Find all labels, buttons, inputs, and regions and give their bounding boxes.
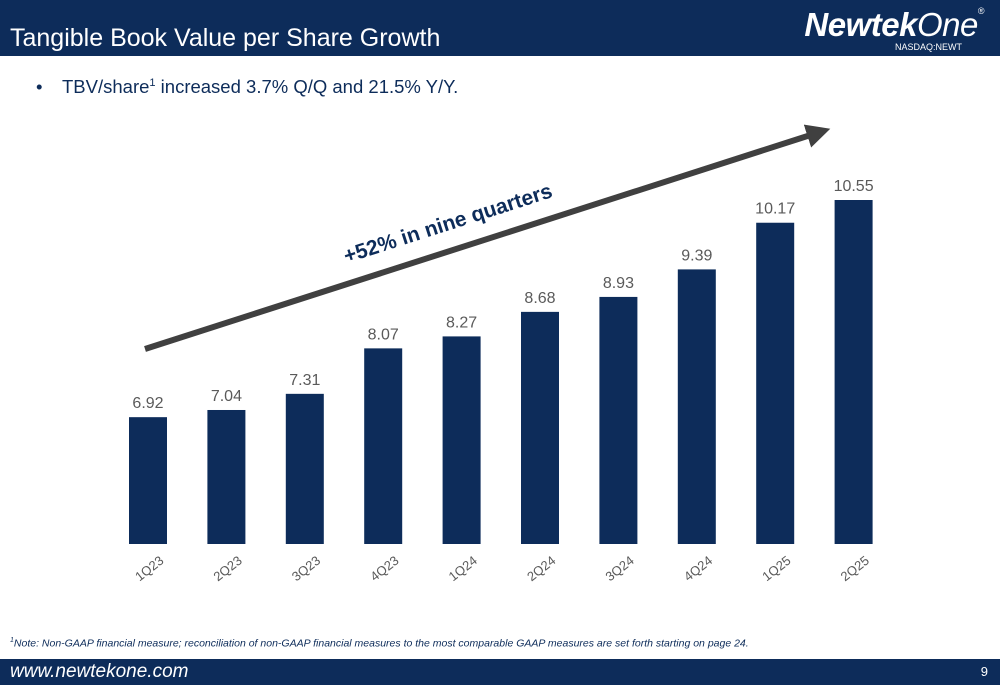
data-label-4Q23: 8.07 <box>368 326 399 343</box>
newtekone-logo: NewtekOne® NASDAQ:NEWT <box>784 6 984 52</box>
data-label-4Q24: 9.39 <box>681 247 712 264</box>
logo-wordmark: NewtekOne® <box>804 6 984 44</box>
x-tick-label-1Q25: 1Q25 <box>759 553 793 584</box>
data-label-2Q24: 8.68 <box>524 290 555 307</box>
data-label-1Q24: 8.27 <box>446 314 477 331</box>
data-label-3Q24: 8.93 <box>603 275 634 292</box>
bar-1Q23 <box>129 417 167 544</box>
bar-3Q24 <box>599 296 638 544</box>
x-tick-label-1Q23: 1Q23 <box>132 553 166 584</box>
x-tick-label-3Q23: 3Q23 <box>289 553 323 584</box>
footer-website-link[interactable]: www.newtekone.com <box>10 661 189 682</box>
x-tick-label-4Q24: 4Q24 <box>681 553 715 584</box>
x-tick-label-2Q25: 2Q25 <box>838 553 872 584</box>
data-label-2Q25: 10.55 <box>834 178 874 195</box>
data-label-2Q23: 7.04 <box>211 388 242 405</box>
footnote-text: Note: Non-GAAP financial measure; reconc… <box>13 637 749 650</box>
bar-2Q23 <box>207 409 246 544</box>
tbv-bar-chart: 6.92 1Q23 7.04 2Q23 7.31 3Q23 8.07 4Q23 8.27 1Q24… <box>129 124 874 584</box>
slide-title: Tangible Book Value per Share Growth <box>10 24 441 52</box>
footer-bar: www.newtekone.com 9 <box>0 659 1000 685</box>
data-label-3Q23: 7.31 <box>289 372 320 389</box>
header-bar: Tangible Book Value per Share Growth New… <box>0 0 1000 56</box>
trend-arrow <box>144 124 831 352</box>
logo-word-bold: Newtek <box>804 6 917 43</box>
bullet-marker: • <box>36 76 43 97</box>
logo-word-light: One <box>916 6 978 43</box>
bar-4Q24 <box>677 269 716 544</box>
logo-registered-mark: ® <box>977 6 985 16</box>
bullet-text-end: increased 3.7% Q/Q and 21.5% Y/Y. <box>155 76 459 97</box>
data-label-1Q25: 10.17 <box>755 201 795 218</box>
bar-3Q23 <box>285 393 324 544</box>
bullet-text-start: TBV/share <box>62 76 150 97</box>
bar-1Q24 <box>442 336 481 544</box>
bullet-footnote-ref: 1 <box>149 76 156 89</box>
bullet-point: • TBV/share1 increased 3.7% Q/Q and 21.5%… <box>36 76 458 98</box>
x-tick-label-1Q24: 1Q24 <box>446 553 480 584</box>
x-tick-label-4Q23: 4Q23 <box>367 553 401 584</box>
bar-1Q25 <box>756 222 795 544</box>
bar-2Q24 <box>521 311 559 544</box>
logo-ticker: NASDAQ:NEWT <box>894 42 962 52</box>
footnote-marker: 1 <box>10 637 14 644</box>
x-tick-label-2Q24: 2Q24 <box>524 553 558 584</box>
x-tick-label-3Q24: 3Q24 <box>602 553 636 584</box>
data-label-1Q23: 6.92 <box>132 395 163 412</box>
page-number: 9 <box>980 664 988 679</box>
bar-4Q23 <box>364 348 403 544</box>
growth-annotation: +52% in nine quarters <box>341 180 555 268</box>
x-tick-label-2Q23: 2Q23 <box>210 553 244 584</box>
footnote: 1Note: Non-GAAP financial measure; recon… <box>10 637 749 650</box>
bar-2Q25 <box>834 200 873 544</box>
